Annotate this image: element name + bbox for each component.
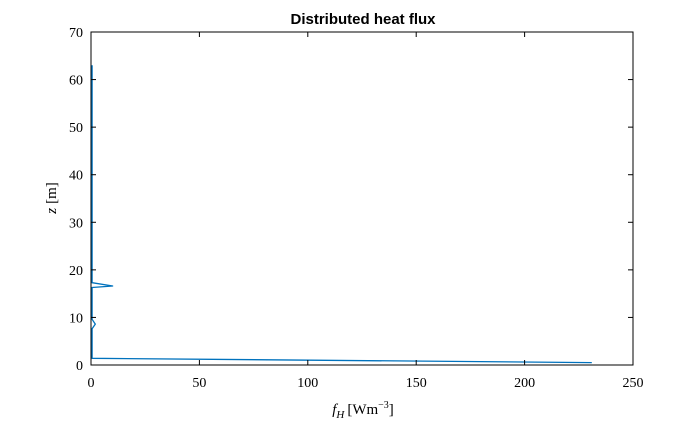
x-tick-label: 50: [192, 376, 206, 391]
x-axis-unit: [Wm: [347, 402, 378, 418]
series-layer: [91, 65, 592, 364]
plot-area: [90, 31, 634, 366]
x-axis-close: ]: [389, 402, 394, 418]
y-tick-label: 60: [69, 74, 83, 89]
x-axis-sub: H: [335, 409, 345, 421]
y-tick-label: 0: [76, 359, 83, 374]
plot-frame: [90, 31, 634, 366]
x-tick-label: 150: [406, 376, 427, 391]
y-axis-var: z: [44, 208, 60, 215]
y-axis: 0 10 20 30 40 50 60 70: [69, 26, 633, 374]
x-tick-label: 250: [623, 376, 644, 391]
x-axis-label: fH [Wm−3]: [332, 400, 394, 421]
y-tick-label: 30: [69, 216, 83, 231]
y-tick-label: 50: [69, 121, 83, 136]
y-tick-label: 20: [69, 264, 83, 279]
series-line: [91, 65, 592, 364]
x-tick-label: 100: [297, 376, 318, 391]
x-tick-label: 200: [514, 376, 535, 391]
x-axis-sup: −3: [378, 400, 389, 411]
y-tick-label: 10: [69, 311, 83, 326]
chart-title: Distributed heat flux: [290, 11, 436, 28]
x-axis: 0 50 100 150 200 250: [88, 32, 644, 391]
y-axis-label: z [m]: [44, 182, 60, 215]
y-tick-label: 40: [69, 169, 83, 184]
y-axis-unit: [m]: [44, 182, 60, 204]
x-tick-label: 0: [88, 376, 95, 391]
y-tick-label: 70: [69, 26, 83, 41]
x-axis-var: f: [332, 402, 338, 418]
